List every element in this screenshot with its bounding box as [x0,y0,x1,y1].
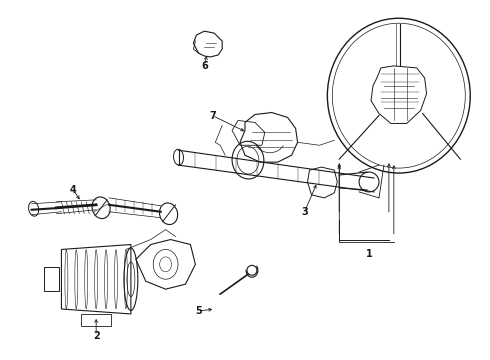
Text: 4: 4 [70,185,77,195]
Text: 1: 1 [366,249,372,260]
Text: 6: 6 [201,61,208,71]
Text: 5: 5 [195,306,202,316]
Text: 2: 2 [93,331,99,341]
Text: 7: 7 [209,111,216,121]
Text: 3: 3 [301,207,308,217]
